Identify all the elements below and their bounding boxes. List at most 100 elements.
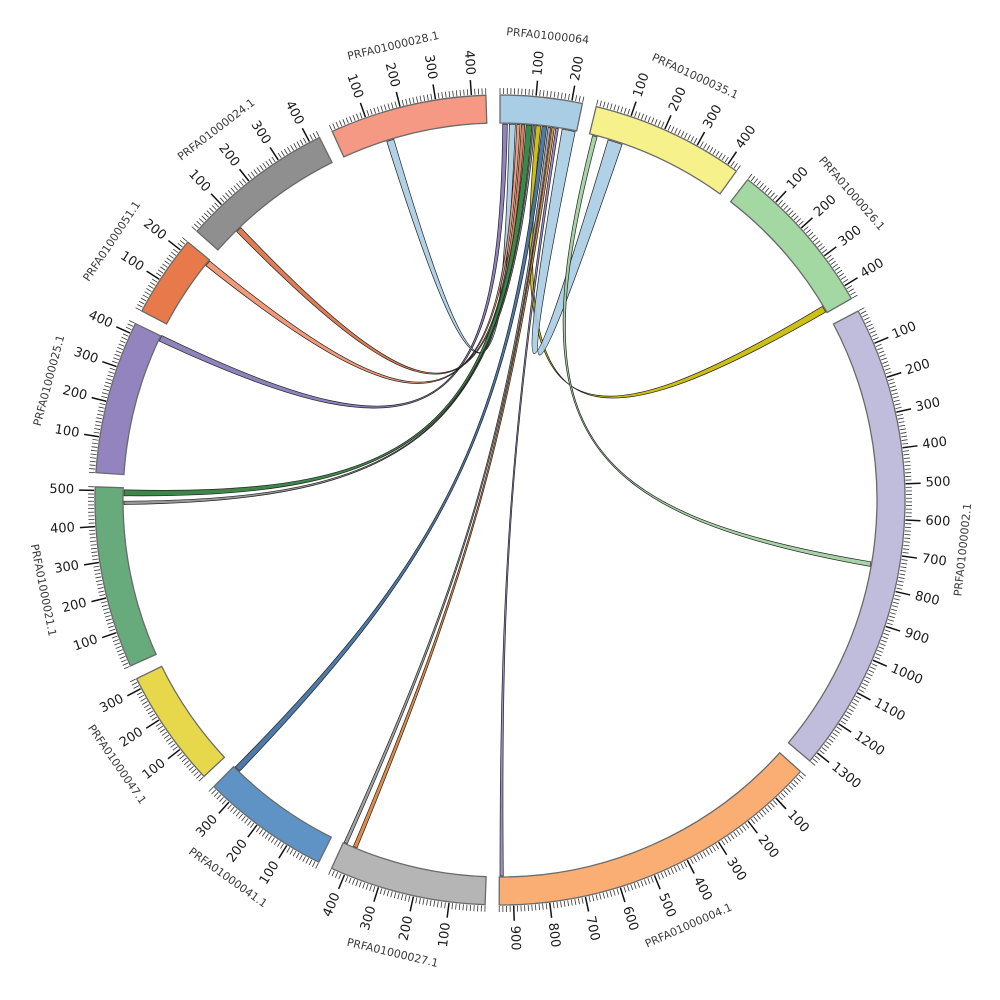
minor-tick-PRFA01000002.1-1250	[828, 738, 834, 743]
minor-tick-PRFA01000026.1-10	[750, 176, 756, 182]
tick-value-PRFA01000051.1-100: 100	[118, 249, 147, 275]
minor-tick-PRFA01000002.1-1280	[821, 747, 827, 752]
minor-tick-PRFA01000004.1-250	[733, 831, 738, 838]
tick-value-PRFA01000002.1-800: 800	[913, 589, 941, 609]
minor-tick-PRFA01000004.1-560	[633, 883, 637, 889]
minor-tick-PRFA01000024.1-160	[233, 185, 238, 191]
minor-tick-PRFA01000002.1-0	[858, 307, 865, 311]
segment-arc-PRFA01000027.1	[330, 841, 487, 906]
minor-tick-PRFA01000025.1-160	[96, 413, 104, 416]
minor-tick-PRFA01000028.1-140	[376, 106, 380, 113]
minor-tick-PRFA01000026.1-90	[772, 195, 778, 200]
major-tick-PRFA01000002.1-100	[874, 336, 889, 344]
minor-tick-PRFA01000027.1-370	[351, 878, 355, 885]
minor-tick-PRFA01000041.1-190	[255, 827, 261, 833]
major-tick-PRFA01000028.1-300	[432, 84, 437, 100]
minor-tick-PRFA01000002.1-210	[887, 378, 894, 382]
minor-tick-PRFA01000026.1-170	[793, 215, 799, 221]
major-tick-PRFA01000026.1-300	[823, 246, 837, 257]
minor-tick-PRFA01000002.1-1220	[834, 729, 840, 734]
minor-tick-PRFA01000051.1-50	[144, 291, 150, 296]
minor-tick-PRFA01000025.1-260	[106, 378, 113, 381]
minor-tick-PRFA01000035.1-230	[674, 127, 678, 134]
minor-tick-PRFA01000002.1-960	[878, 646, 885, 650]
minor-tick-PRFA01000035.1-60	[617, 105, 620, 112]
minor-tick-PRFA01000004.1-190	[750, 818, 756, 825]
minor-tick-PRFA01000002.1-430	[903, 457, 910, 459]
minor-tick-PRFA01000004.1-450	[670, 868, 674, 874]
tick-value-PRFA01000002.1-1100: 1100	[871, 696, 907, 725]
minor-tick-PRFA01000021.1-210	[99, 594, 106, 597]
minor-tick-PRFA01000002.1-1330	[810, 761, 816, 766]
major-tick-PRFA01000002.1-500	[905, 482, 921, 485]
minor-tick-PRFA01000021.1-260	[95, 576, 102, 579]
minor-tick-PRFA01000064-180	[564, 93, 567, 100]
minor-tick-PRFA01000027.1-80	[455, 903, 457, 910]
minor-tick-PRFA01000026.1-320	[828, 257, 834, 262]
minor-tick-PRFA01000051.1-150	[164, 260, 170, 265]
minor-tick-PRFA01000024.1-170	[236, 182, 241, 189]
minor-tick-PRFA01000002.1-330	[898, 421, 905, 424]
minor-tick-PRFA01000024.1-80	[211, 205, 217, 210]
minor-tick-PRFA01000004.1-660	[599, 893, 602, 900]
minor-tick-PRFA01000002.1-760	[898, 577, 905, 579]
minor-tick-PRFA01000004.1-540	[640, 880, 644, 887]
minor-tick-PRFA01000051.1-70	[148, 285, 154, 289]
minor-tick-PRFA01000004.1-630	[609, 890, 613, 897]
minor-tick-PRFA01000024.1-430	[315, 131, 320, 137]
minor-tick-PRFA01000028.1-380	[463, 89, 465, 96]
alignment-ribbon-PRFA01000064-to-PRFA01000021.1-5	[123, 125, 536, 505]
minor-tick-PRFA01000028.1-80	[356, 113, 359, 120]
minor-tick-PRFA01000028.1-370	[459, 89, 461, 96]
minor-tick-PRFA01000041.1-130	[273, 839, 278, 845]
minor-tick-PRFA01000051.1-230	[182, 237, 188, 242]
minor-tick-PRFA01000026.1-420	[848, 288, 854, 293]
major-tick-PRFA01000004.1-100	[775, 797, 787, 810]
minor-tick-PRFA01000028.1-130	[373, 107, 377, 114]
major-tick-PRFA01000024.1-300	[269, 146, 279, 161]
minor-tick-PRFA01000064-150	[553, 91, 556, 98]
tick-value-PRFA01000028.1-200: 200	[382, 61, 403, 89]
minor-tick-PRFA01000047.1-160	[161, 731, 168, 736]
minor-tick-PRFA01000026.1-40	[759, 182, 764, 189]
minor-tick-PRFA01000004.1-480	[660, 872, 664, 879]
minor-tick-PRFA01000025.1-430	[128, 320, 135, 324]
minor-tick-PRFA01000028.1-250	[416, 96, 419, 103]
minor-tick-PRFA01000047.1-170	[159, 728, 166, 733]
minor-tick-PRFA01000002.1-1210	[836, 726, 842, 731]
minor-tick-PRFA01000027.1-350	[358, 881, 362, 888]
minor-tick-PRFA01000004.1-210	[745, 823, 750, 829]
minor-tick-PRFA01000004.1-40	[791, 782, 796, 788]
minor-tick-PRFA01000002.1-1040	[866, 673, 873, 677]
minor-tick-PRFA01000024.1-140	[227, 190, 233, 196]
minor-tick-PRFA01000064-110	[539, 89, 541, 96]
tick-value-PRFA01000002.1-600: 600	[925, 513, 951, 529]
minor-tick-PRFA01000004.1-570	[630, 884, 634, 891]
minor-tick-PRFA01000027.1-210	[408, 895, 411, 902]
major-tick-PRFA01000035.1-400	[727, 151, 738, 165]
minor-tick-PRFA01000027.1-90	[451, 903, 454, 910]
alignment-ribbon-PRFA01000064-to-PRFA01000025.1-0	[158, 123, 508, 409]
minor-tick-PRFA01000004.1-670	[595, 894, 598, 901]
minor-tick-PRFA01000004.1-840	[534, 904, 537, 911]
minor-tick-PRFA01000027.1-170	[422, 898, 425, 905]
tick-value-PRFA01000021.1-400: 400	[50, 520, 76, 537]
minor-tick-PRFA01000024.1-120	[222, 195, 228, 200]
minor-tick-PRFA01000002.1-850	[890, 608, 897, 612]
minor-tick-PRFA01000041.1-250	[238, 813, 243, 819]
minor-tick-PRFA01000035.1-410	[730, 160, 735, 167]
minor-tick-PRFA01000027.1-440	[328, 869, 332, 875]
minor-tick-PRFA01000035.1-160	[651, 117, 655, 124]
minor-tick-PRFA01000004.1-180	[753, 816, 758, 822]
tick-value-PRFA01000025.1-400: 400	[86, 308, 115, 332]
minor-tick-PRFA01000002.1-950	[879, 643, 886, 646]
minor-tick-PRFA01000002.1-1170	[844, 714, 850, 719]
minor-tick-PRFA01000021.1-90	[111, 635, 118, 639]
tick-value-PRFA01000035.1-300: 300	[700, 102, 725, 131]
minor-tick-PRFA01000041.1-270	[232, 809, 238, 815]
major-tick-PRFA01000004.1-500	[653, 875, 661, 890]
major-tick-PRFA01000035.1-300	[696, 131, 706, 146]
major-tick-PRFA01000002.1-1100	[856, 692, 871, 701]
minor-tick-PRFA01000002.1-320	[897, 417, 904, 420]
minor-tick-PRFA01000021.1-160	[103, 611, 110, 615]
